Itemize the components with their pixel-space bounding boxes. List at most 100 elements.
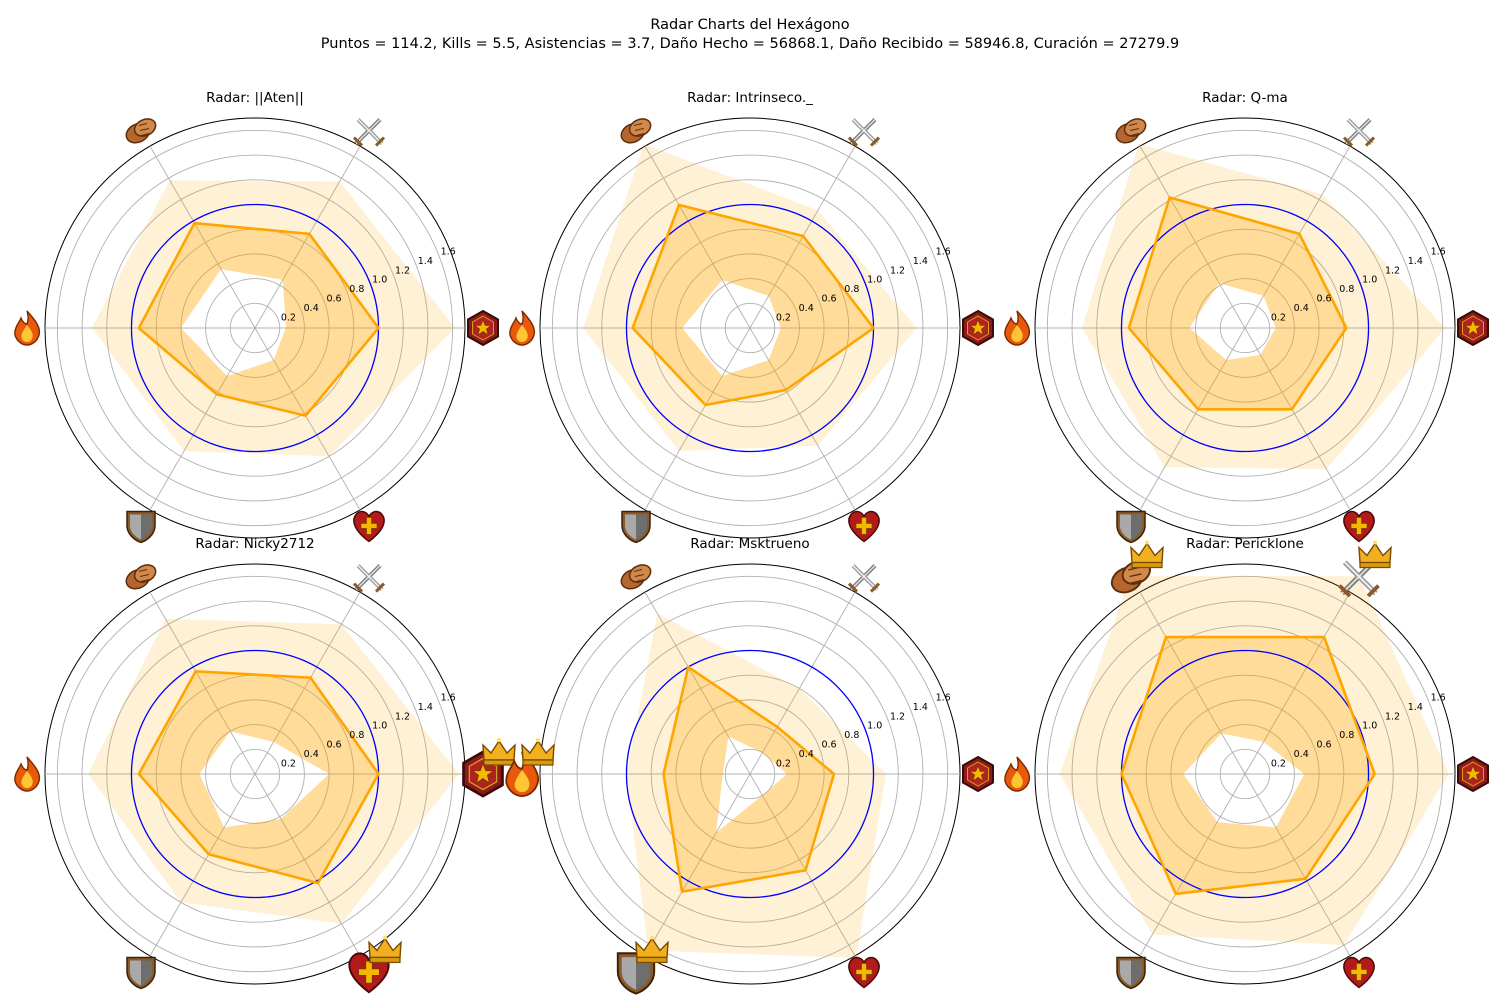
crown-base xyxy=(483,759,515,766)
hand-fingers xyxy=(138,123,150,137)
radial-tick-label: 1.0 xyxy=(1362,721,1377,732)
radial-tick-label: 0.4 xyxy=(1294,303,1309,314)
radial-tick-label: 0.8 xyxy=(349,730,364,741)
badge-star xyxy=(969,319,987,336)
figure-subtitle: Puntos = 114.2, Kills = 5.5, Asistencias… xyxy=(320,36,1180,52)
hand-right xyxy=(628,118,652,137)
hand-fingers xyxy=(1128,123,1140,137)
chart-title: Radar: Nicky2712 xyxy=(195,536,314,552)
radial-tick-label: 1.4 xyxy=(1408,702,1423,713)
axis-icons xyxy=(14,118,499,544)
series-line xyxy=(1120,635,1377,896)
crown-base xyxy=(1359,561,1391,569)
crown-base xyxy=(369,956,401,964)
hand-right xyxy=(133,564,157,583)
grid-spoke xyxy=(149,773,256,957)
radar-chart-2: Radar: Intrinseco._ 0.2 0.4 0.6 0.8 1.0 1.2 1.4… xyxy=(509,90,994,544)
radial-tick-label: 0.4 xyxy=(304,303,319,314)
flame-inner xyxy=(1011,325,1023,342)
crossed-swords-icon xyxy=(847,118,881,147)
sword-edge xyxy=(357,119,383,145)
radial-tick-label: 1.4 xyxy=(1408,256,1423,267)
range-band-inner xyxy=(138,223,379,416)
heart-cross-icon xyxy=(1343,956,1375,989)
chart-title: Radar: ||Aten|| xyxy=(206,90,304,106)
radial-tick-label: 1.4 xyxy=(913,702,928,713)
crown-icon xyxy=(1358,540,1392,569)
range-band-outer xyxy=(91,180,456,457)
heart-cross-icon xyxy=(348,952,390,994)
grid-spoke xyxy=(254,327,361,511)
radial-tick-label: 0.4 xyxy=(799,749,814,760)
series-line xyxy=(631,203,876,407)
grid-spoke xyxy=(644,773,751,957)
sword-edge xyxy=(850,119,876,145)
chart-title: Radar: Msktrueno xyxy=(690,536,809,552)
heart-cross xyxy=(1350,517,1368,535)
fire-icon xyxy=(509,310,536,346)
shield-icon xyxy=(126,510,156,544)
radial-tick-label: 0.4 xyxy=(1294,749,1309,760)
hexagon-star-badge-icon xyxy=(467,309,499,347)
radial-tick-label: 1.2 xyxy=(1385,711,1400,722)
radial-tick-label: 1.6 xyxy=(441,692,456,703)
crown-body xyxy=(1130,542,1164,564)
hand-fingers xyxy=(633,123,645,137)
crown-icon xyxy=(521,738,555,766)
handshake-icon xyxy=(620,564,652,590)
sword-edge xyxy=(852,565,878,591)
heart-cross-icon xyxy=(1343,510,1375,543)
sword-guard xyxy=(1364,136,1376,147)
range-band-outer xyxy=(1081,143,1446,470)
radial-tick-label: 1.6 xyxy=(936,692,951,703)
sword-guard xyxy=(1366,584,1380,598)
sword-guard xyxy=(1338,584,1352,598)
radial-tick-label: 0.6 xyxy=(1316,740,1331,751)
radial-tick-label: 1.2 xyxy=(395,711,410,722)
crossed-swords-icon xyxy=(847,564,881,593)
crown-icon xyxy=(1130,540,1164,569)
crown-body xyxy=(635,937,669,959)
flame-inner xyxy=(514,770,530,793)
range-band-outer xyxy=(88,618,459,924)
badge-star xyxy=(471,762,495,785)
axis-icons xyxy=(1004,540,1489,990)
radial-tick-label: 1.2 xyxy=(1385,265,1400,276)
hand-right xyxy=(1123,118,1147,137)
chart-title: Radar: Pericklone xyxy=(1186,536,1304,552)
flame-inner xyxy=(516,325,528,342)
radial-tick-labels: 0.2 0.4 0.6 0.8 1.0 1.2 1.4 1.6 xyxy=(281,692,456,769)
hand-fingers xyxy=(633,569,645,583)
crossed-swords-icon xyxy=(1342,118,1376,147)
grid-spoke xyxy=(644,145,751,329)
crown-jewel xyxy=(1373,540,1377,545)
badge-star xyxy=(969,765,987,782)
radial-tick-label: 1.6 xyxy=(1431,246,1446,257)
chart-title: Radar: Intrinseco._ xyxy=(687,90,813,106)
fire-icon xyxy=(1004,756,1031,792)
axis-icons xyxy=(505,564,994,995)
crown-base xyxy=(636,956,668,964)
badge-star xyxy=(1464,319,1482,336)
radial-tick-label: 0.8 xyxy=(1339,284,1354,295)
radar-chart-1: Radar: ||Aten|| 0.2 0.4 0.6 0.8 1.0 1.2 1.4 1.6 xyxy=(14,90,499,544)
range-band-inner xyxy=(1128,197,1347,410)
axis-icons xyxy=(509,118,994,544)
shield-shine xyxy=(130,960,141,986)
sword-guard xyxy=(869,136,881,147)
range-band-inner xyxy=(138,671,379,884)
hand-right xyxy=(133,118,157,137)
radial-tick-label: 0.6 xyxy=(1316,294,1331,305)
radial-tick-label: 1.0 xyxy=(372,721,387,732)
sword-edge xyxy=(355,565,381,591)
radial-tick-label: 1.2 xyxy=(890,711,905,722)
crown-icon xyxy=(635,935,669,964)
grid-spoke xyxy=(1139,327,1246,511)
sword-guard xyxy=(847,136,859,147)
sword-edge xyxy=(1347,119,1373,145)
radial-tick-label: 1.0 xyxy=(867,275,882,286)
shield-icon xyxy=(616,952,656,995)
fire-icon xyxy=(1004,310,1031,346)
crossed-swords-icon xyxy=(352,118,386,147)
shield-shine xyxy=(1120,960,1131,986)
